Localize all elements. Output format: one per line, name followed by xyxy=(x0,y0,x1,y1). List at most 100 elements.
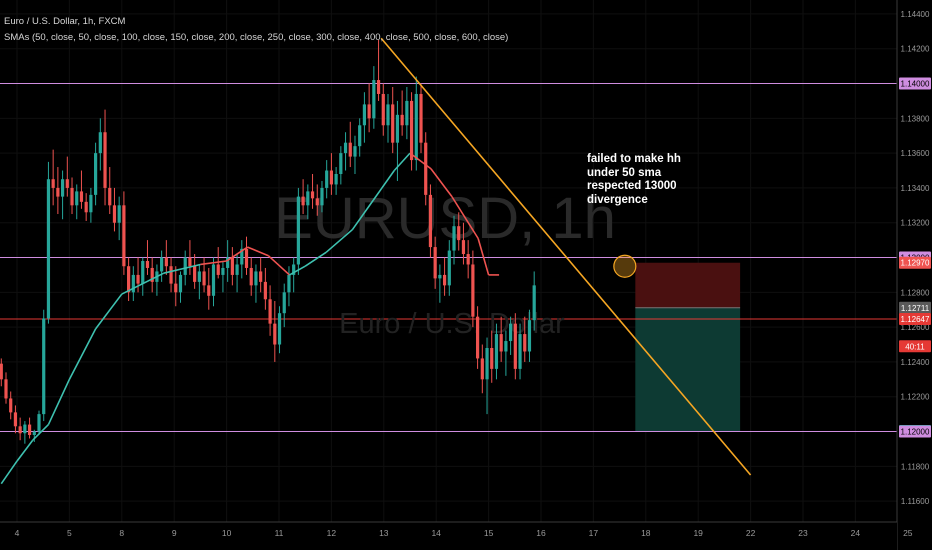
watermark-name: Euro / U.S. Dollar xyxy=(339,308,565,340)
time-tick-label: 16 xyxy=(536,528,546,538)
candle-body xyxy=(334,174,338,185)
candle-body xyxy=(254,271,258,286)
candle-body xyxy=(202,271,206,286)
price-tag-label: 40:11 xyxy=(905,342,925,351)
chart-title[interactable]: Euro / U.S. Dollar, 1h, FXCM xyxy=(4,16,126,27)
candle-body xyxy=(249,267,253,286)
time-tick-label: 15 xyxy=(484,528,494,538)
price-tag-bg xyxy=(899,425,931,438)
note-line: respected 13000 xyxy=(587,180,677,192)
candle xyxy=(310,174,315,209)
price-tick-label: 1.13200 xyxy=(901,219,930,228)
candle xyxy=(174,266,178,307)
candle-body xyxy=(221,267,225,275)
time-tick-label: 4 xyxy=(15,528,20,538)
candle xyxy=(207,267,211,310)
indicator-legend[interactable]: SMAs (50, close, 50, close, 100, close, … xyxy=(4,32,509,43)
price-tick-label: 1.12200 xyxy=(901,393,930,402)
sma-segment xyxy=(477,238,490,276)
candle xyxy=(249,257,253,296)
price-tag-label: 1.14000 xyxy=(901,80,930,89)
sma-segment xyxy=(351,199,374,231)
sma-segment xyxy=(247,246,269,257)
candle xyxy=(320,180,324,213)
candle xyxy=(193,254,197,289)
candle xyxy=(46,161,51,324)
candle-body xyxy=(4,379,8,399)
time-axis[interactable]: 4589101112131415161718192223242526 xyxy=(0,521,932,550)
candle xyxy=(523,316,527,362)
candle-body xyxy=(452,226,456,251)
candle-body xyxy=(471,264,475,317)
candle-body xyxy=(405,100,409,126)
time-tick-label: 17 xyxy=(589,528,599,538)
trendline xyxy=(380,37,752,476)
candle-body xyxy=(98,132,102,154)
candle-body xyxy=(150,267,154,282)
candle-body xyxy=(509,323,513,342)
sma-segment xyxy=(430,168,453,198)
candle-body xyxy=(211,264,216,296)
candle xyxy=(188,240,192,275)
candle xyxy=(197,264,201,300)
candle-body xyxy=(353,146,357,157)
candle xyxy=(4,372,8,404)
candle xyxy=(438,264,442,303)
candle-body xyxy=(296,196,300,265)
candle-body xyxy=(386,104,390,126)
candle xyxy=(60,170,65,220)
candle-body xyxy=(273,323,277,345)
candle-body xyxy=(122,205,126,267)
time-tick-label: 23 xyxy=(798,528,808,538)
candle xyxy=(391,87,395,154)
annotation-text[interactable]: failed to make hh under 50 sma respected… xyxy=(587,153,681,207)
candle-body xyxy=(0,363,3,380)
candle-body xyxy=(13,412,18,427)
candle-body xyxy=(381,93,385,126)
price-tag-countdown: 40:11 xyxy=(899,340,931,353)
candle-body xyxy=(523,334,527,352)
candle-body xyxy=(193,266,197,282)
price-tag-level: 1.12000 xyxy=(899,425,931,438)
candle-body xyxy=(240,248,244,265)
candle xyxy=(334,167,338,195)
candle xyxy=(70,177,74,215)
candle-body xyxy=(263,281,267,300)
candle-body xyxy=(277,313,282,345)
candle xyxy=(414,76,418,171)
candle xyxy=(362,92,367,143)
sma-segment xyxy=(267,255,291,276)
candle-body xyxy=(362,104,367,126)
price-tick-label: 1.11800 xyxy=(901,462,930,471)
candle-body xyxy=(145,261,150,268)
price-tag-label: 1.12647 xyxy=(901,315,930,324)
candle-body xyxy=(391,104,395,143)
candle xyxy=(433,236,437,289)
candle xyxy=(339,146,343,185)
candle-body xyxy=(32,431,36,435)
candle-body xyxy=(424,142,428,195)
candle-body xyxy=(306,191,310,206)
time-tick-label: 5 xyxy=(67,528,72,538)
candle-body xyxy=(197,271,201,282)
candle xyxy=(490,330,494,383)
candle-body xyxy=(315,198,319,206)
price-tag-bg xyxy=(899,256,931,269)
candle xyxy=(442,257,447,296)
candle-body xyxy=(325,170,329,188)
candle-body xyxy=(320,187,324,206)
candle xyxy=(164,240,168,275)
candle xyxy=(202,257,206,293)
candle xyxy=(178,271,183,303)
time-tick-label: 25 xyxy=(903,528,913,538)
note-line: under 50 sma xyxy=(587,166,662,179)
price-axis[interactable]: 1.14400 1.14200 1.14000 1.13800 1.13600 1.134… xyxy=(896,0,932,550)
candle-body xyxy=(527,320,532,352)
price-tag-bg xyxy=(899,301,931,314)
drawings[interactable] xyxy=(380,37,752,476)
candle xyxy=(475,306,480,369)
candle-body xyxy=(395,114,400,143)
candle-body xyxy=(358,125,362,147)
candle-body xyxy=(466,254,470,265)
